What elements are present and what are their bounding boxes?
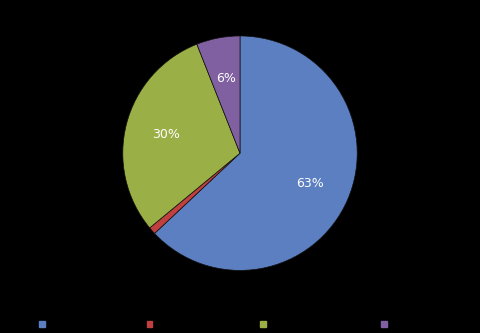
Wedge shape [150, 153, 240, 233]
Legend: Wages & Salaries, Employee Benefits, Operating Expenses, Safety Net: Wages & Salaries, Employee Benefits, Ope… [36, 315, 444, 333]
Text: 63%: 63% [296, 177, 324, 190]
Text: 6%: 6% [216, 72, 236, 85]
Wedge shape [123, 44, 240, 228]
Wedge shape [155, 36, 357, 270]
Wedge shape [197, 36, 240, 153]
Text: 30%: 30% [152, 128, 180, 141]
